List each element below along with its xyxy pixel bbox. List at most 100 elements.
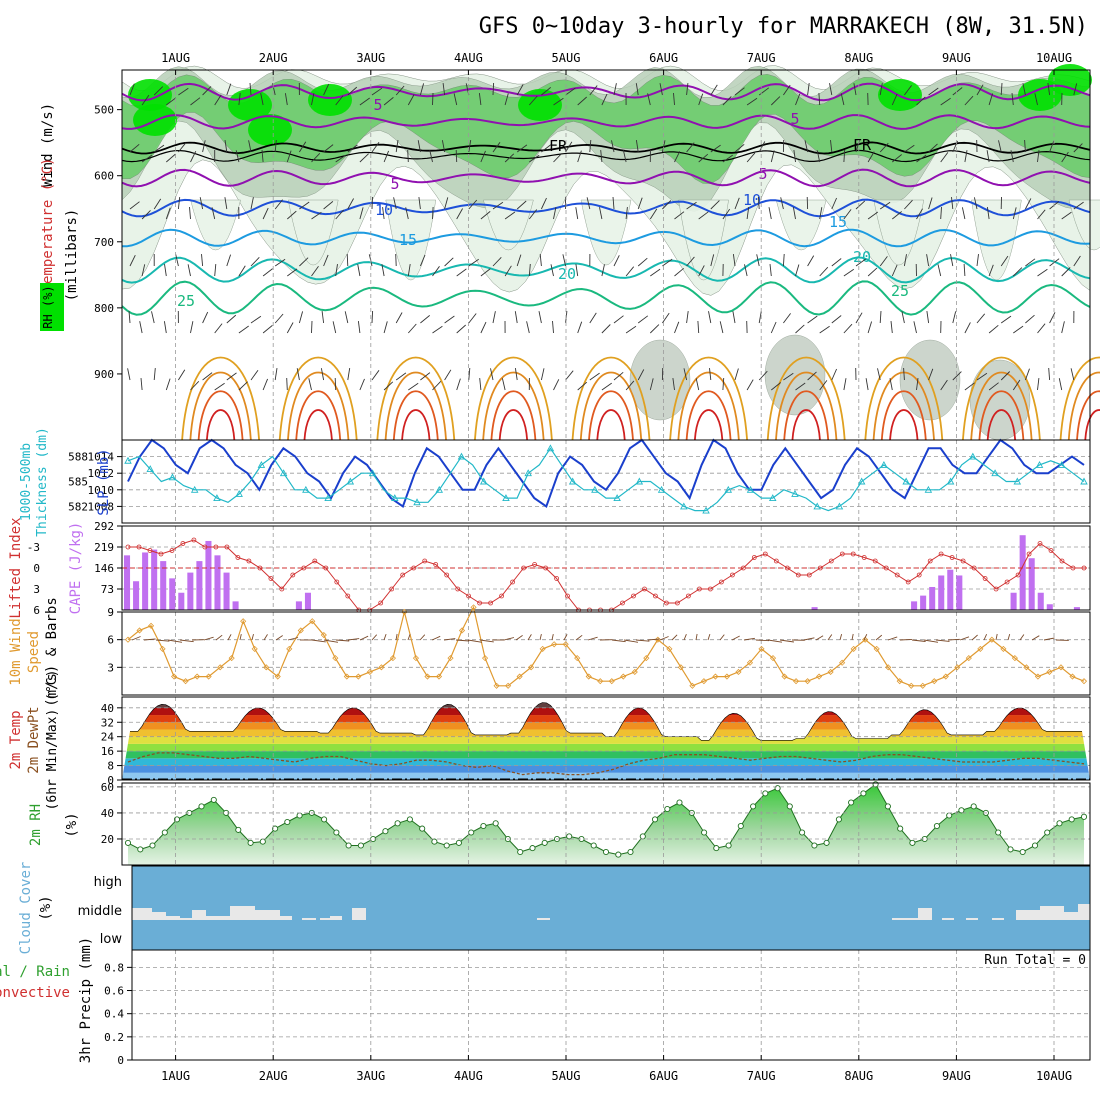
wind10-marker [378, 664, 385, 671]
wind10-marker [228, 655, 235, 662]
ylabel-wind10-2: Speed [26, 631, 42, 673]
wind-barb [287, 210, 297, 220]
cape-bar [1037, 592, 1044, 610]
wind-barb [335, 264, 338, 277]
rh2m-marker [284, 818, 291, 826]
wind-barb [722, 154, 733, 163]
rh2m-marker [1031, 842, 1039, 849]
wind-barb [371, 310, 374, 324]
wind10-marker [159, 645, 166, 652]
rh2m-tick-label: 60 [101, 781, 114, 794]
wind-barb [637, 257, 648, 267]
cape-bar [920, 595, 927, 610]
wind-barb [395, 372, 407, 381]
rh2m-marker [210, 796, 217, 803]
cape-bar [956, 575, 963, 610]
rh2m-marker [590, 842, 597, 849]
wind10-marker [816, 673, 823, 680]
wind10-marker [723, 673, 731, 680]
lifted-index-marker [290, 572, 296, 578]
low-level-temp-contour [579, 371, 643, 441]
wind-barb [577, 381, 588, 391]
wind-barb [734, 87, 745, 96]
wind10-marker [332, 655, 339, 662]
wind-barb [456, 208, 463, 220]
wind10-marker [977, 645, 984, 652]
wind10-marker [320, 631, 327, 639]
rh2m-marker [198, 803, 205, 810]
cloud-middle-block [1040, 906, 1064, 920]
lifted-index-marker [345, 593, 351, 599]
rh-plume [1068, 199, 1100, 250]
wind-barb [468, 313, 477, 324]
cape-tick-label: 73 [101, 583, 114, 596]
wind-barb [710, 144, 721, 153]
wind-barb [347, 368, 351, 381]
wind-barb [637, 197, 643, 210]
cloud-middle-block [966, 918, 978, 920]
temp2m-tick-label: 16 [101, 745, 114, 758]
lifted-index-marker [894, 572, 900, 578]
wind-barb [444, 369, 452, 381]
wind10-barb [395, 633, 398, 641]
wind-barb [299, 201, 310, 210]
cape-bar [187, 572, 194, 610]
wind10-marker [631, 668, 638, 676]
wind10-barb [719, 634, 725, 641]
low-level-temp-contour [685, 390, 732, 441]
lifted-index-marker [1037, 541, 1043, 546]
wind-barb [686, 83, 689, 96]
wind-barb [758, 370, 768, 381]
wind-barb [575, 264, 579, 277]
slp-panel-bg [122, 440, 1090, 523]
wind-barb [129, 255, 136, 267]
low-level-temp-contour [864, 356, 944, 441]
wind-barb [843, 268, 855, 277]
wind10-barb [527, 634, 532, 641]
wind-barb [504, 265, 512, 277]
wind-barb [853, 83, 857, 96]
rh2m-frame [121, 782, 1091, 866]
rh2m-marker [946, 812, 953, 819]
wind-barb [1010, 150, 1014, 163]
wind-barb [647, 93, 651, 106]
wind-barb [565, 87, 576, 96]
thickness-tick-label: 585 [68, 476, 88, 489]
wind10-marker [539, 645, 546, 652]
wind10-marker [355, 673, 362, 680]
rh2m-marker [811, 842, 818, 849]
wind-barb [262, 325, 273, 334]
lifted-index-marker [971, 565, 977, 571]
wind-barb [262, 207, 269, 220]
wind-barb [976, 84, 984, 96]
wind-barb [855, 258, 866, 267]
wind-barb [926, 254, 930, 267]
wind-barb [769, 264, 772, 277]
cape-bar [160, 561, 167, 610]
wind-barb [383, 97, 394, 106]
wind-barb [795, 382, 806, 391]
wind-barb [928, 368, 934, 381]
rh2m-marker [272, 825, 279, 832]
wind-barb [187, 264, 191, 277]
cape-bar [142, 552, 149, 610]
thickness-marker [235, 490, 243, 497]
low-level-temp-contour [986, 409, 1017, 441]
wind10-marker [758, 645, 765, 652]
wind-barb [662, 200, 672, 210]
ylabel-cloud-2: (%) [38, 895, 54, 920]
wind10-barb [755, 639, 770, 642]
wind-barb [407, 264, 411, 277]
wind-barb [323, 201, 334, 210]
low-level-temp-contour [669, 356, 748, 441]
date-label-bottom: 1AUG [161, 1069, 190, 1083]
lifted-index-marker [850, 551, 856, 557]
wind-barb [792, 207, 796, 220]
wind10-tick-label: 9 [107, 606, 114, 619]
wind-barb [662, 312, 670, 324]
cape-tick-label: 292 [94, 520, 114, 533]
wind10-marker [182, 678, 189, 685]
rh-plume [971, 199, 1022, 281]
wind-barb [298, 311, 304, 324]
date-label-bottom: 7AUG [747, 1069, 776, 1083]
